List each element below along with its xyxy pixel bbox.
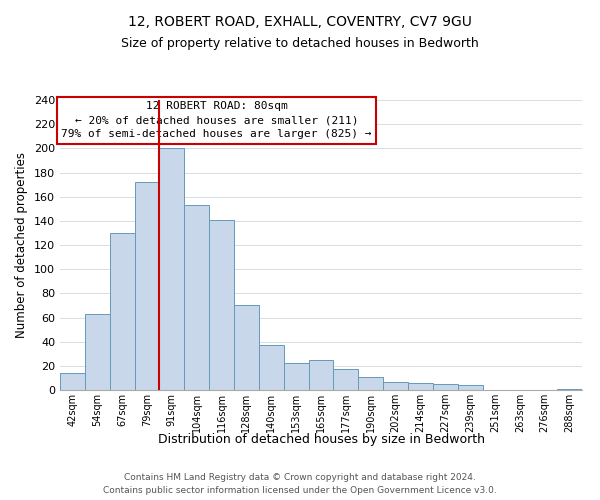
Bar <box>209 220 234 390</box>
Bar <box>433 384 458 390</box>
Bar <box>85 314 110 390</box>
Bar <box>358 376 383 390</box>
Text: 12, ROBERT ROAD, EXHALL, COVENTRY, CV7 9GU: 12, ROBERT ROAD, EXHALL, COVENTRY, CV7 9… <box>128 15 472 29</box>
Bar <box>134 182 160 390</box>
Bar <box>160 148 184 390</box>
Bar <box>408 383 433 390</box>
Bar <box>60 373 85 390</box>
Bar <box>259 346 284 390</box>
Text: Contains public sector information licensed under the Open Government Licence v3: Contains public sector information licen… <box>103 486 497 495</box>
Y-axis label: Number of detached properties: Number of detached properties <box>16 152 28 338</box>
Bar <box>334 370 358 390</box>
Bar <box>234 306 259 390</box>
Text: 12 ROBERT ROAD: 80sqm
← 20% of detached houses are smaller (211)
79% of semi-det: 12 ROBERT ROAD: 80sqm ← 20% of detached … <box>61 102 372 140</box>
Bar <box>184 205 209 390</box>
Bar <box>308 360 334 390</box>
Text: Size of property relative to detached houses in Bedworth: Size of property relative to detached ho… <box>121 38 479 51</box>
Bar <box>383 382 408 390</box>
Text: Distribution of detached houses by size in Bedworth: Distribution of detached houses by size … <box>157 432 485 446</box>
Bar <box>557 389 582 390</box>
Bar <box>284 364 308 390</box>
Bar <box>110 233 134 390</box>
Text: Contains HM Land Registry data © Crown copyright and database right 2024.: Contains HM Land Registry data © Crown c… <box>124 472 476 482</box>
Bar <box>458 385 482 390</box>
